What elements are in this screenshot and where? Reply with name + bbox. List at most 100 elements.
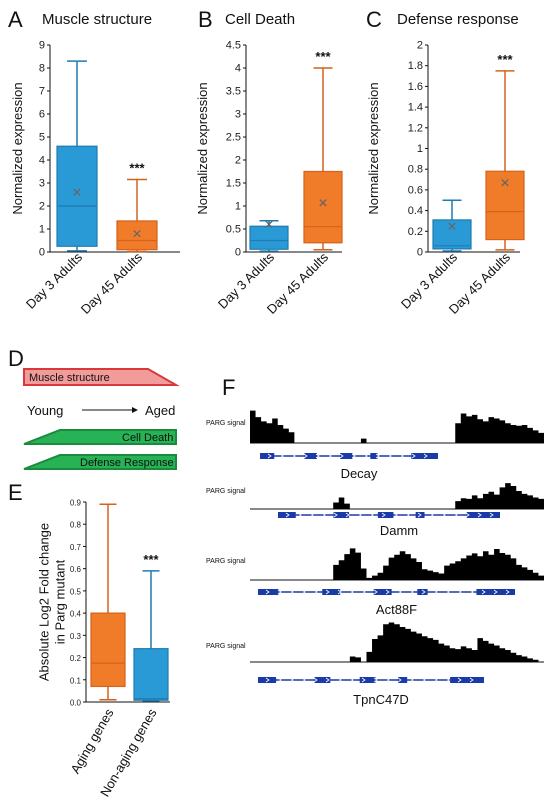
y-tick-label: 3.5 bbox=[226, 86, 241, 98]
y-axis-label: Normalized expression bbox=[10, 82, 25, 214]
exon-block bbox=[278, 512, 296, 518]
exon-block bbox=[398, 677, 408, 683]
y-tick-label: 3 bbox=[39, 178, 45, 190]
strand-chevron-icon bbox=[373, 677, 378, 683]
category-label: Aging genes bbox=[67, 706, 116, 777]
strand-chevron-icon bbox=[387, 453, 392, 459]
category-label: Day 45 Adults bbox=[78, 249, 146, 317]
arrow-head-icon bbox=[132, 407, 138, 413]
strand-chevron-icon bbox=[309, 512, 314, 518]
y-tick-label: 4 bbox=[235, 63, 241, 75]
strand-chevron-icon bbox=[289, 589, 294, 595]
exon-block bbox=[417, 589, 428, 595]
y-tick-label: 0.6 bbox=[408, 184, 423, 196]
y-tick-label: 0.3 bbox=[70, 632, 82, 641]
y-axis-label: Normalized expression bbox=[366, 82, 381, 214]
strand-chevron-icon bbox=[339, 453, 344, 459]
track-label: PARG signal bbox=[206, 488, 246, 495]
y-tick-label: 2 bbox=[417, 40, 423, 52]
exon-block bbox=[340, 453, 353, 459]
box-aging-genes bbox=[90, 503, 126, 701]
strand-chevron-icon bbox=[277, 677, 282, 683]
track-label: PARG signal bbox=[206, 420, 246, 427]
strand-chevron-icon bbox=[453, 512, 458, 518]
box-plot-a: 0 1 2 3 4 5 6 7 8 9 Normalized expression Day 3 Adu… bbox=[10, 40, 180, 317]
exon-block bbox=[260, 453, 275, 459]
strand-chevron-icon bbox=[409, 589, 414, 595]
y-tick-label: 0.7 bbox=[70, 543, 82, 552]
defense-response-label: Defense Response bbox=[80, 457, 174, 469]
panel-label-e: E bbox=[8, 480, 23, 505]
mean-marker bbox=[501, 178, 509, 187]
y-tick-label: 1.6 bbox=[408, 81, 423, 93]
y-tick-label: 0 bbox=[39, 247, 45, 259]
mean-marker bbox=[73, 188, 81, 196]
track-damm: PARG signal Damm bbox=[206, 483, 544, 538]
y-tick-label: 2 bbox=[39, 201, 45, 213]
y-tick-label: 6 bbox=[39, 109, 45, 121]
exon-block bbox=[314, 677, 331, 683]
strand-chevron-icon bbox=[361, 589, 366, 595]
box-day-45-adults bbox=[485, 70, 525, 251]
panel-label-a: A bbox=[8, 7, 23, 32]
exon-block bbox=[322, 589, 341, 595]
strand-chevron-icon bbox=[327, 453, 332, 459]
box-iqr bbox=[485, 170, 525, 241]
y-tick-label: 2.5 bbox=[226, 132, 241, 144]
box-iqr bbox=[133, 648, 169, 701]
y-tick-label: 1.2 bbox=[408, 122, 423, 134]
y-tick-label: 4.5 bbox=[226, 40, 241, 52]
y-tick-label: 0.8 bbox=[70, 521, 82, 530]
strand-chevron-icon bbox=[397, 677, 402, 683]
strand-chevron-icon bbox=[465, 512, 470, 518]
title-cell-death: Cell Death bbox=[225, 11, 295, 28]
strand-chevron-icon bbox=[369, 512, 374, 518]
y-tick-label: 2 bbox=[235, 155, 241, 167]
strand-chevron-icon bbox=[441, 512, 446, 518]
strand-chevron-icon bbox=[277, 589, 282, 595]
y-tick-label: 1.8 bbox=[408, 60, 423, 72]
box-plot-e: 0.0 0.1 0.2 0.3 0.4 0.5 0.6 0.7 0.8 0.9 Absolute L… bbox=[37, 499, 170, 799]
y-tick-label: 3 bbox=[235, 109, 241, 121]
y-tick-label: 5 bbox=[39, 132, 45, 144]
exon-block bbox=[370, 453, 378, 459]
title-muscle-structure: Muscle structure bbox=[42, 11, 152, 28]
gene-label: TpnC47D bbox=[353, 692, 409, 707]
strand-chevron-icon bbox=[405, 512, 410, 518]
strand-chevron-icon bbox=[315, 453, 320, 459]
box-iqr bbox=[303, 170, 343, 244]
strand-chevron-icon bbox=[297, 512, 302, 518]
strand-chevron-icon bbox=[505, 589, 510, 595]
y-axis-label: Normalized expression bbox=[195, 82, 210, 214]
title-defense-response: Defense response bbox=[397, 11, 519, 28]
cell-death-label: Cell Death bbox=[122, 432, 173, 444]
strand-chevron-icon bbox=[337, 677, 342, 683]
box-non-aging-genes bbox=[133, 570, 169, 702]
strand-chevron-icon bbox=[393, 512, 398, 518]
aged-label: Aged bbox=[145, 403, 175, 418]
strand-chevron-icon bbox=[345, 512, 350, 518]
signal-area bbox=[250, 483, 544, 509]
exon-block bbox=[411, 453, 438, 459]
strand-chevron-icon bbox=[285, 512, 290, 518]
strand-chevron-icon bbox=[385, 589, 390, 595]
strand-chevron-icon bbox=[375, 453, 380, 459]
strand-chevron-icon bbox=[349, 677, 354, 683]
panel-label-f: F bbox=[222, 375, 235, 400]
strand-chevron-icon bbox=[409, 677, 414, 683]
strand-chevron-icon bbox=[433, 589, 438, 595]
signal-area bbox=[250, 548, 544, 580]
strand-chevron-icon bbox=[265, 677, 270, 683]
strand-chevron-icon bbox=[289, 677, 294, 683]
strand-chevron-icon bbox=[303, 453, 308, 459]
mean-marker bbox=[319, 199, 327, 207]
strand-chevron-icon bbox=[469, 677, 474, 683]
y-tick-label: 8 bbox=[39, 63, 45, 75]
panel-label-b: B bbox=[198, 7, 213, 32]
panel-label-d: D bbox=[8, 346, 24, 371]
strand-chevron-icon bbox=[363, 453, 368, 459]
box-plot-b: 0 0.5 1 1.5 2 2.5 3 3.5 4 4.5 Normalized expressio… bbox=[195, 40, 343, 317]
y-tick-label: 0.5 bbox=[226, 224, 241, 236]
strand-chevron-icon bbox=[321, 512, 326, 518]
